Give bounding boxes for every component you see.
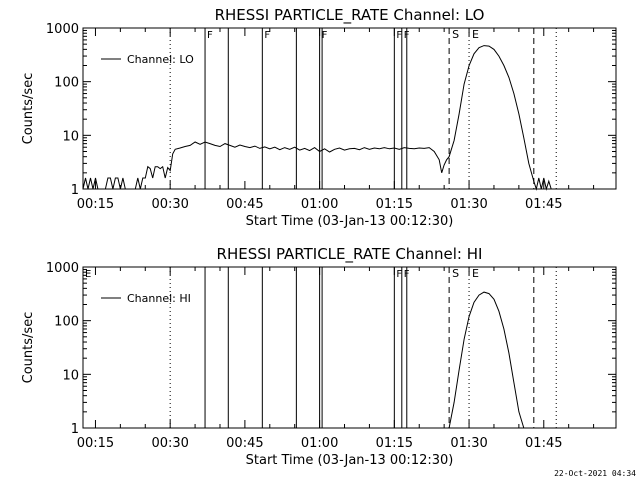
panel1-xtick-label: 01:15 <box>376 197 413 212</box>
panel2-ylabel: Counts/sec <box>21 312 36 384</box>
panel1-title: RHESSI PARTICLE_RATE Channel: LO <box>215 6 485 25</box>
panel2-legend-label: Channel: HI <box>127 292 191 305</box>
panel1-xtick-label: 01:00 <box>301 197 338 212</box>
panel1-xtick-label: 00:30 <box>151 197 188 212</box>
panel2-ytick-label: 1 <box>71 422 79 437</box>
panel2-ytick-label: 10 <box>62 368 79 383</box>
panel2-xtick-label: 00:45 <box>226 436 263 451</box>
panel2-title: RHESSI PARTICLE_RATE Channel: HI <box>217 245 483 264</box>
panel1-xtick-label: 01:45 <box>525 197 562 212</box>
panel1-frame <box>82 27 617 190</box>
panel1-series-line <box>82 45 552 191</box>
panel2-flag-label: E <box>85 269 91 280</box>
panel1-ytick-label: 10 <box>62 129 79 144</box>
panel2-xlabel: Start Time (03-Jan-13 00:12:30) <box>246 453 454 468</box>
panel1-ytick-label: 100 <box>54 76 79 91</box>
panel2-frame <box>82 266 617 429</box>
panel2-xtick-label: 01:15 <box>376 436 413 451</box>
panel2-ytick-label: 1000 <box>46 261 79 276</box>
panel1-flag-label: F <box>322 30 328 41</box>
panel2-flag-label: F <box>396 269 402 280</box>
panel1-marker-label: E <box>472 28 479 41</box>
panel2-marker-label: S <box>452 267 459 280</box>
panel1-legend-label: Channel: LO <box>127 53 194 66</box>
panel1-xlabel: Start Time (03-Jan-13 00:12:30) <box>246 214 454 229</box>
panel2-ytick-label: 100 <box>54 315 79 330</box>
panel1-flag-label: F <box>396 30 402 41</box>
footer-timestamp: 22-Oct-2021 04:34 <box>554 469 636 478</box>
panel1-ytick-label: 1000 <box>46 22 79 37</box>
panel2-marker-label: E <box>472 267 479 280</box>
panel1-ytick-label: 1 <box>71 183 79 198</box>
panel2-xtick-label: 00:15 <box>77 436 114 451</box>
panel2-series-line <box>448 291 525 429</box>
panel1-marker-label: S <box>452 28 459 41</box>
panel2-xtick-label: 01:30 <box>450 436 487 451</box>
panel1-ylabel: Counts/sec <box>21 73 36 145</box>
panel1-xtick-label: 00:15 <box>77 197 114 212</box>
panel1-xtick-label: 01:30 <box>450 197 487 212</box>
panel2-xtick-label: 01:00 <box>301 436 338 451</box>
panel1-xtick-label: 00:45 <box>226 197 263 212</box>
panel2-xtick-label: 00:30 <box>151 436 188 451</box>
panel2-xtick-label: 01:45 <box>525 436 562 451</box>
panel1-flag-label: F <box>207 30 213 41</box>
panel1-flag-label: F <box>264 30 270 41</box>
